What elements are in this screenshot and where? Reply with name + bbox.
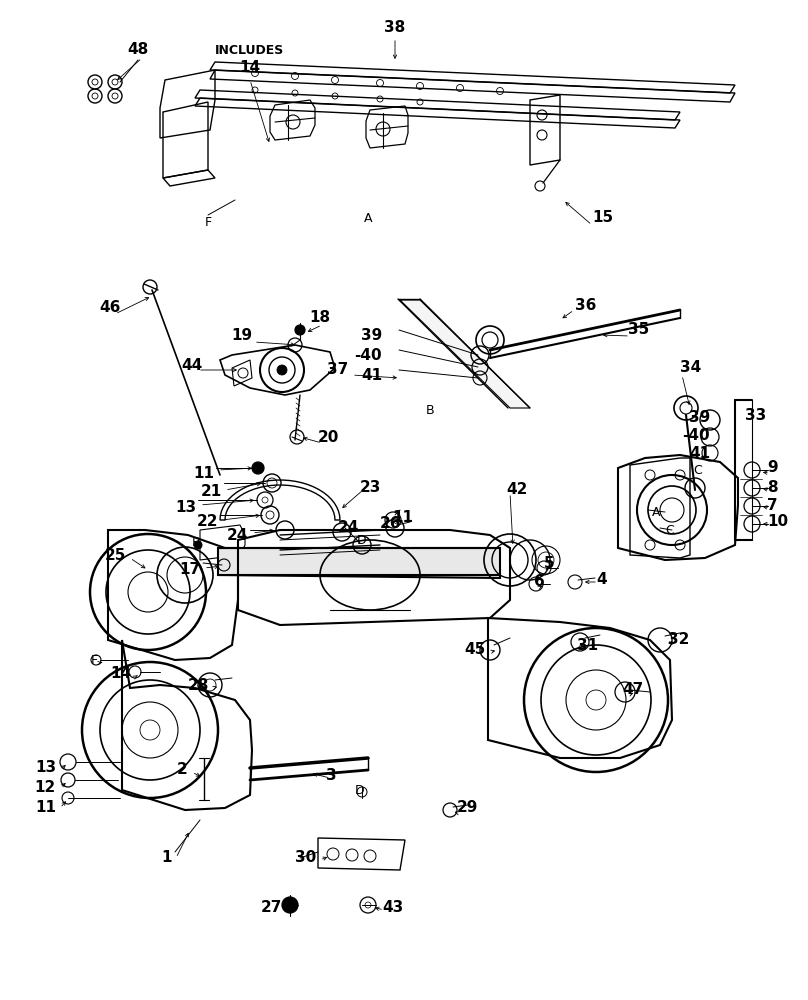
Text: 39: 39 — [688, 410, 710, 426]
Text: 14: 14 — [239, 60, 260, 75]
Text: F: F — [90, 654, 98, 666]
Text: 35: 35 — [628, 322, 650, 338]
Text: 11: 11 — [193, 466, 214, 481]
Text: 31: 31 — [577, 638, 598, 652]
Text: 13: 13 — [35, 760, 56, 776]
Text: F: F — [204, 216, 212, 229]
Text: 34: 34 — [680, 360, 701, 375]
Text: 19: 19 — [231, 328, 252, 344]
Text: 11: 11 — [392, 510, 413, 526]
Text: A: A — [652, 506, 660, 518]
Text: 36: 36 — [575, 298, 596, 312]
Text: 28: 28 — [187, 678, 209, 692]
Text: 3: 3 — [326, 768, 337, 782]
Polygon shape — [218, 548, 500, 578]
Text: 43: 43 — [382, 900, 403, 916]
Text: 38: 38 — [385, 20, 406, 35]
Text: 24: 24 — [338, 520, 360, 534]
Text: 13: 13 — [175, 500, 196, 516]
Text: 4: 4 — [596, 572, 607, 587]
Text: C: C — [693, 464, 702, 477]
Text: INCLUDES: INCLUDES — [216, 43, 284, 56]
Text: 41: 41 — [689, 446, 710, 460]
Text: 17: 17 — [179, 562, 200, 578]
Text: 21: 21 — [200, 485, 222, 499]
Text: 6: 6 — [534, 574, 545, 589]
Text: 47: 47 — [622, 682, 643, 698]
Text: 15: 15 — [592, 211, 613, 226]
Text: 8: 8 — [767, 480, 777, 494]
Text: 14: 14 — [110, 666, 131, 680]
Text: 45: 45 — [465, 643, 486, 658]
Text: 7: 7 — [767, 498, 777, 514]
Text: 44: 44 — [181, 358, 203, 372]
Text: 42: 42 — [506, 483, 528, 497]
Text: 26: 26 — [380, 516, 402, 530]
Circle shape — [295, 325, 305, 335]
Circle shape — [194, 541, 202, 549]
Text: 29: 29 — [457, 800, 478, 816]
Text: 5: 5 — [544, 556, 554, 570]
Text: 25: 25 — [104, 548, 126, 564]
Circle shape — [282, 897, 298, 913]
Text: 46: 46 — [99, 300, 120, 316]
Text: 48: 48 — [128, 42, 149, 57]
Text: 18: 18 — [309, 310, 330, 326]
Text: 33: 33 — [745, 408, 766, 422]
Text: 32: 32 — [668, 633, 689, 648]
Text: A: A — [364, 212, 372, 225]
Text: C: C — [666, 524, 675, 536]
Text: 39: 39 — [360, 328, 382, 342]
Text: 1: 1 — [162, 850, 172, 865]
Text: -40: -40 — [683, 428, 710, 442]
Circle shape — [277, 365, 287, 375]
Circle shape — [252, 462, 264, 474]
Text: 20: 20 — [318, 430, 339, 446]
Polygon shape — [400, 300, 530, 408]
Text: 23: 23 — [360, 480, 381, 494]
Text: -40: -40 — [355, 348, 382, 362]
Text: 12: 12 — [35, 780, 56, 796]
Text: 2: 2 — [177, 762, 188, 778]
Text: 11: 11 — [35, 800, 56, 816]
Text: 37: 37 — [326, 362, 348, 377]
Text: B: B — [426, 403, 435, 416]
Text: 41: 41 — [361, 367, 382, 382]
Text: 27: 27 — [261, 900, 282, 916]
Text: 30: 30 — [295, 850, 316, 865]
Text: D: D — [357, 534, 367, 546]
Text: 24: 24 — [226, 528, 248, 544]
Text: 9: 9 — [767, 460, 777, 476]
Text: D: D — [356, 784, 365, 796]
Text: B: B — [191, 536, 200, 550]
Text: 22: 22 — [196, 514, 218, 530]
Text: 10: 10 — [767, 514, 788, 530]
